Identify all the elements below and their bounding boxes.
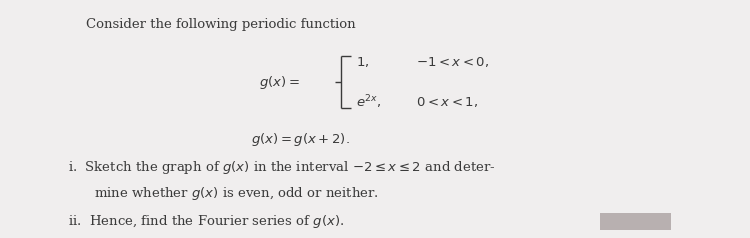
Text: mine whether $g(x)$ is even, odd or neither.: mine whether $g(x)$ is even, odd or neit…: [94, 185, 379, 203]
Text: Consider the following periodic function: Consider the following periodic function: [86, 19, 356, 31]
Text: $g(x) = g(x + 2).$: $g(x) = g(x + 2).$: [251, 131, 350, 148]
FancyBboxPatch shape: [600, 213, 671, 230]
Text: $e^{2x},$: $e^{2x},$: [356, 94, 382, 111]
Text: $g(x) =$: $g(x) =$: [259, 74, 299, 91]
Text: $1,$: $1,$: [356, 55, 370, 69]
Text: $-1 < x < 0,$: $-1 < x < 0,$: [416, 55, 490, 69]
Text: i.  Sketch the graph of $g(x)$ in the interval $-2 \leq x \leq 2$ and deter-: i. Sketch the graph of $g(x)$ in the int…: [68, 159, 495, 176]
Text: ii.  Hence, find the Fourier series of $g(x)$.: ii. Hence, find the Fourier series of $g…: [68, 213, 344, 230]
Text: $0 < x < 1,$: $0 < x < 1,$: [416, 95, 478, 109]
